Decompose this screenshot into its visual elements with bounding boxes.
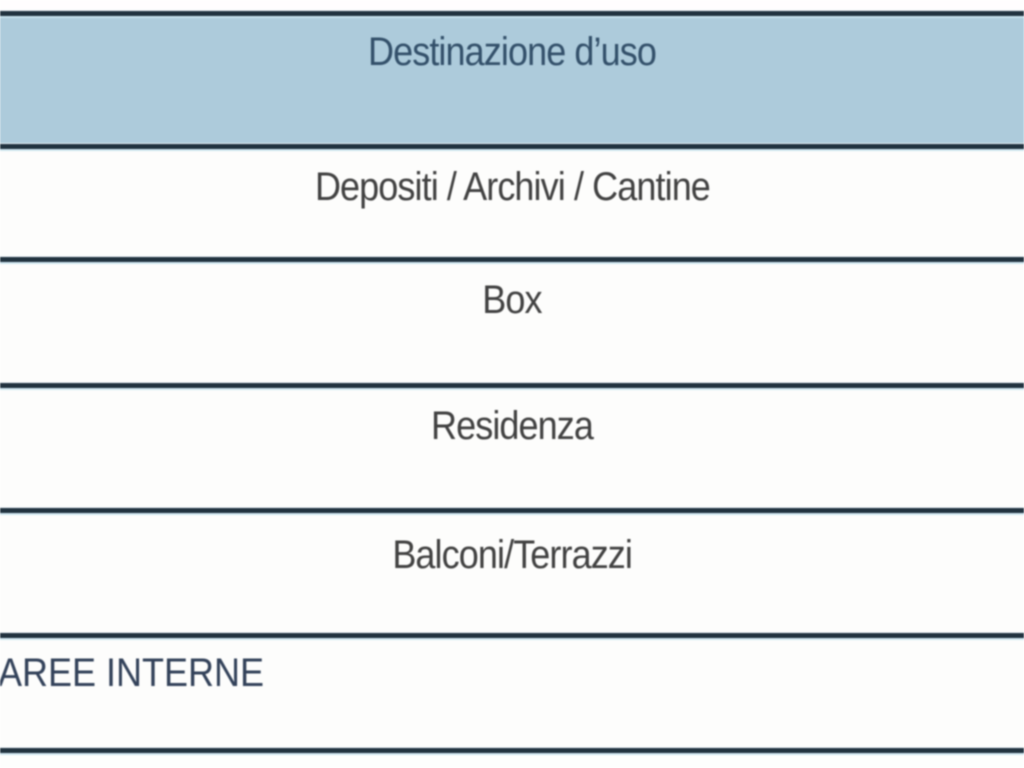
horizontal-rule [0,748,1024,753]
row-label-balconi-terrazzi: Balconi/Terrazzi [392,533,633,577]
horizontal-rule [0,633,1024,638]
table-header-label: Destinazione d’uso [368,30,657,74]
row-label-residenza: Residenza [430,404,594,448]
bottom-margin-strip [0,753,1024,768]
table-row: Residenza [0,388,1024,508]
table-row: Balconi/Terrazzi [0,513,1024,633]
horizontal-rule [0,508,1024,513]
table-row: Box [0,262,1024,383]
table-row: Depositi / Archivi / Cantine [0,149,1024,257]
row-label-depositi-archivi-cantine: Depositi / Archivi / Cantine [314,165,711,209]
row-label-aree-interne: AREE INTERNE [0,651,265,695]
table-header-row: Destinazione d’uso [0,16,1024,144]
horizontal-rule [0,144,1024,149]
table-row: AREE INTERNE [0,638,1024,748]
horizontal-rule [0,11,1024,16]
horizontal-rule [0,383,1024,388]
horizontal-rule [0,257,1024,262]
top-margin-strip [0,0,1024,11]
row-label-box: Box [482,278,542,322]
